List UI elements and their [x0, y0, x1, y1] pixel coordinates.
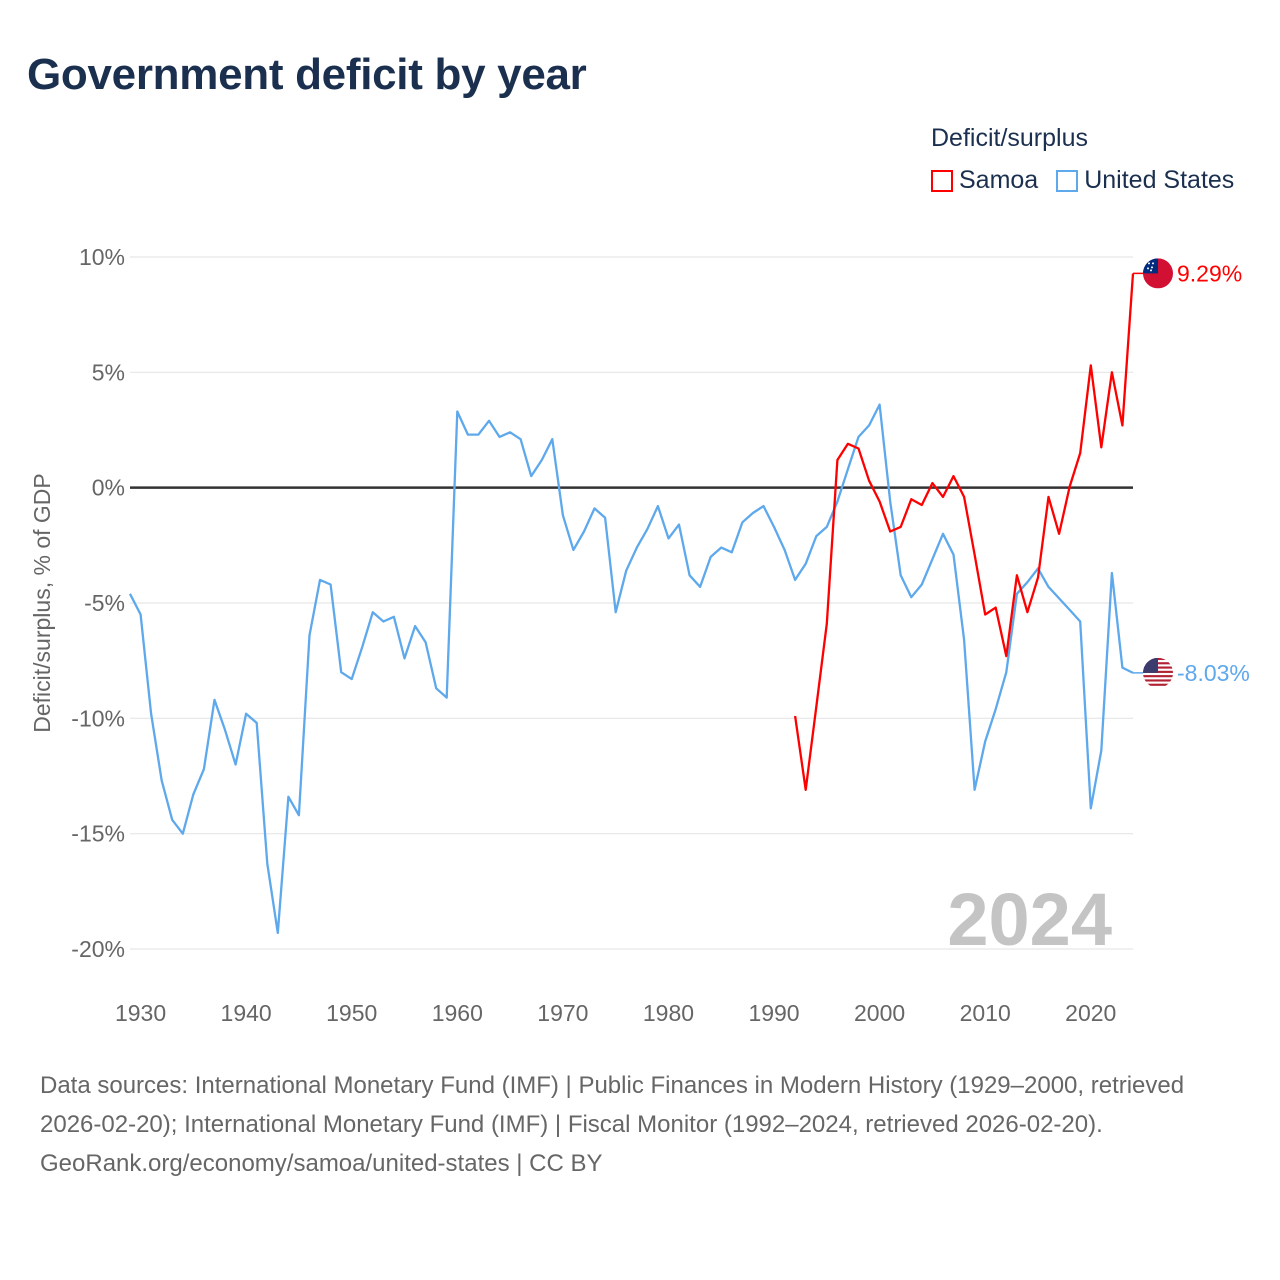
- legend-label-united-states: United States: [1084, 166, 1235, 194]
- x-tick-label: 1980: [643, 1000, 694, 1026]
- y-tick-label: -10%: [71, 705, 125, 731]
- footer: Data sources: International Monetary Fun…: [40, 1066, 1240, 1183]
- y-tick-label: -20%: [71, 936, 125, 962]
- legend-label-samoa: Samoa: [959, 166, 1039, 194]
- legend: Samoa United States: [931, 166, 1234, 195]
- legend-item-samoa[interactable]: Samoa: [931, 166, 1038, 195]
- credit-link[interactable]: GeoRank.org/economy/samoa/united-states …: [40, 1150, 603, 1177]
- end-label-united-states: -8.03%: [1177, 660, 1250, 686]
- legend-title: Deficit/surplus: [931, 124, 1088, 152]
- chart-title: Government deficit by year: [27, 50, 587, 99]
- x-tick-label: 2020: [1065, 1000, 1116, 1026]
- samoa-flag-icon: [1143, 258, 1173, 289]
- y-tick-label: 5%: [92, 359, 125, 385]
- end-label-samoa: 9.29%: [1177, 260, 1242, 286]
- y-tick-label: -15%: [71, 821, 125, 847]
- x-tick-label: 1990: [748, 1000, 799, 1026]
- legend-item-united-states[interactable]: United States: [1056, 166, 1234, 195]
- y-tick-label: -5%: [84, 590, 125, 616]
- x-tick-label: 2010: [960, 1000, 1011, 1026]
- united-states-flag-icon: [1143, 657, 1173, 688]
- y-tick-label: 10%: [79, 244, 125, 270]
- x-tick-label: 1960: [432, 1000, 483, 1026]
- series-line-united-states: [128, 403, 1134, 935]
- x-tick-label: 1930: [115, 1000, 166, 1026]
- legend-swatch-united-states: [1056, 169, 1079, 192]
- line-chart: 10% 5% 0% -5% -10% -15% -20% 1930 1940 1950 1960 19…: [29, 244, 1250, 1026]
- x-tick-label: 2000: [854, 1000, 905, 1026]
- x-tick-label: 1940: [221, 1000, 272, 1026]
- y-tick-label: 0%: [92, 475, 125, 501]
- x-tick-label: 1970: [537, 1000, 588, 1026]
- legend-swatch-samoa: [931, 169, 953, 192]
- year-watermark: 2024: [947, 878, 1112, 961]
- y-axis-label: Deficit/surplus, % of GDP: [29, 473, 55, 732]
- series-line-samoa: [793, 273, 1135, 791]
- data-sources: Data sources: International Monetary Fun…: [40, 1072, 1185, 1138]
- x-tick-label: 1950: [326, 1000, 377, 1026]
